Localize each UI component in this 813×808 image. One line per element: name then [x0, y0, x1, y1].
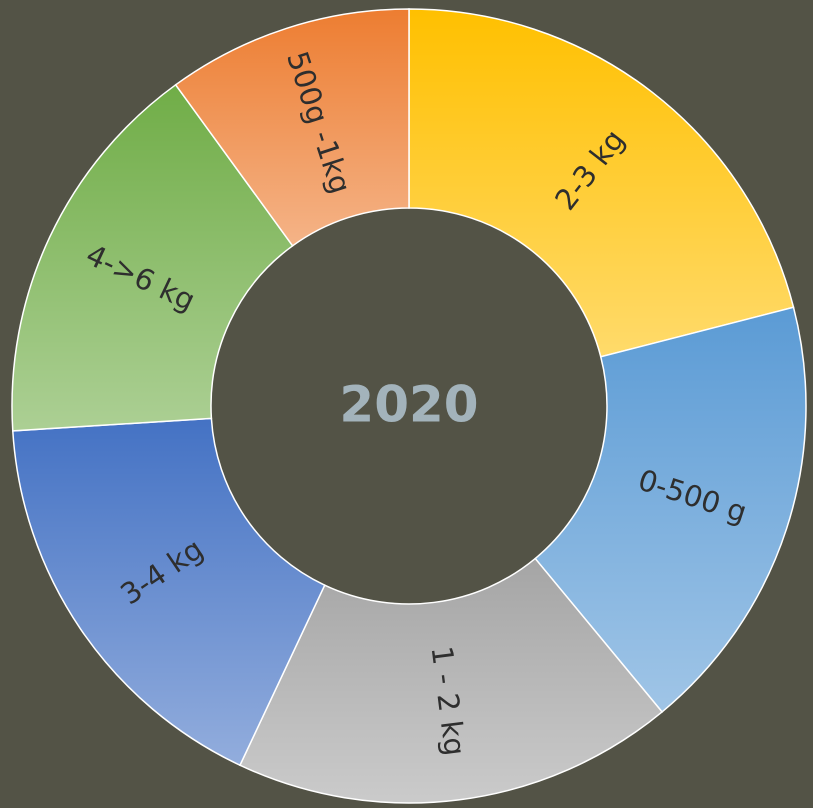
slice-shine — [11, 84, 293, 431]
slice-shine — [239, 558, 663, 803]
slice-shine — [535, 307, 806, 712]
slice-shine — [175, 9, 409, 246]
slice-shine — [409, 9, 794, 357]
center-title: 2020 — [339, 376, 478, 434]
slice-shine — [12, 418, 325, 766]
